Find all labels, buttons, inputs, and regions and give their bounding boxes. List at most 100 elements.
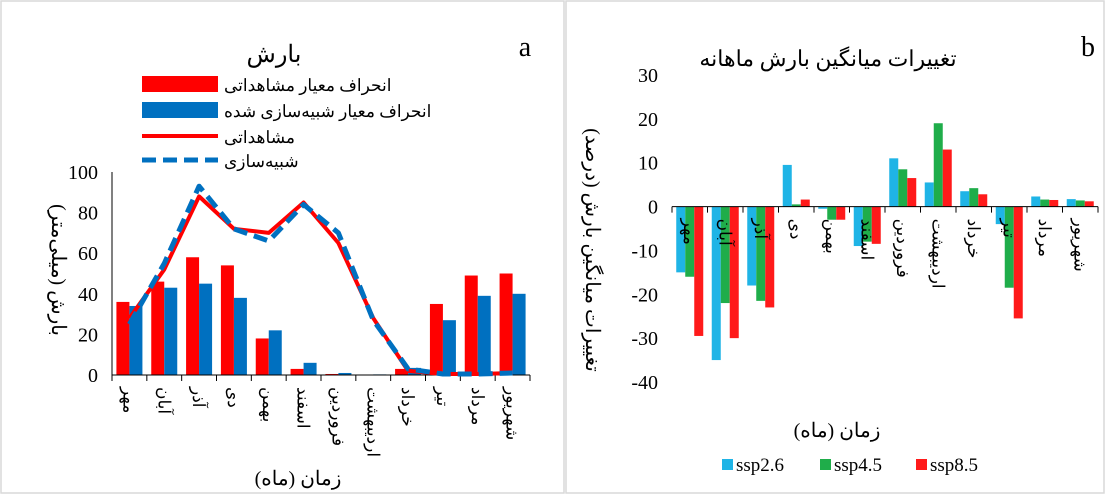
panel-b-bar xyxy=(756,206,766,301)
panel-a-ytick-label: 20 xyxy=(78,324,98,346)
panel-a-bar xyxy=(303,362,317,375)
panel-b-bar xyxy=(1084,201,1094,207)
panel-b-xtick-label: مهر xyxy=(679,218,699,245)
panel-b-ytick-label: -40 xyxy=(631,372,658,394)
panel-b-xtick-label: آذر xyxy=(750,218,772,241)
panel-b-xtick-label: بهمن xyxy=(821,219,841,254)
panel-a-xtick-label: آذر xyxy=(188,386,210,409)
panel-a-letter: a xyxy=(519,32,532,63)
panel-a-bar xyxy=(325,373,339,375)
panel-b-title: تغییرات میانگین بارش ماهانه xyxy=(699,46,956,72)
panel-a-legend-swatch xyxy=(142,76,218,92)
panel-b-bar xyxy=(933,123,943,207)
panel-b-bar xyxy=(1049,199,1059,207)
panel-b-bar xyxy=(818,206,828,209)
panel-b-bar xyxy=(871,206,881,244)
panel-b-bar xyxy=(836,206,846,220)
panel-b-xtick-label: اردیبهشت xyxy=(927,219,947,289)
panel-a-title: بارش xyxy=(247,42,302,68)
panel-b-xlabel: زمان (ماه) xyxy=(794,420,881,442)
panel-b-xtick-label: شهریور xyxy=(1069,218,1089,272)
panel-b-xtick-label: دی xyxy=(786,219,805,240)
panel-a-bar xyxy=(429,303,443,375)
panel-a-xtick-label: فروردین xyxy=(327,387,347,446)
panel-b-bar xyxy=(924,182,934,207)
panel-b-legend-swatch xyxy=(722,459,733,470)
panel-b-bar xyxy=(782,164,792,207)
panel-b-xtick-label: آبان xyxy=(715,219,736,247)
panel-a-legend-label: مشاهداتی xyxy=(224,128,295,147)
panel-b-bar xyxy=(729,206,739,339)
panel-b-bar xyxy=(898,169,908,207)
panel-b-xtick-label: فروردین xyxy=(892,219,912,278)
panel-b-bar xyxy=(765,206,775,308)
panel-a-legend-label: شبیه‌سازی xyxy=(224,152,299,172)
panel-b-legend-label: ssp4.5 xyxy=(834,455,882,476)
panel-b-bar xyxy=(978,194,988,207)
panel-b-bar xyxy=(942,149,952,207)
panel-b-bar xyxy=(720,206,730,304)
panel-a-ylabel: بارش (میلی‌متر) xyxy=(47,204,69,336)
panel-a-legend-swatch xyxy=(142,102,218,118)
panel-b-ytick-label: -20 xyxy=(631,284,658,306)
panel-b-bar xyxy=(862,206,872,242)
panel-b-legend-swatch xyxy=(916,459,927,470)
panel-a-bar xyxy=(442,320,456,375)
panel-a-bar xyxy=(151,281,165,375)
panel-b-bar xyxy=(676,206,686,273)
panel-b: b تغییرات میانگین بارش ماهانه تغییرات می… xyxy=(581,32,1099,476)
panel-b-bar xyxy=(791,204,801,207)
panel-b-bar xyxy=(1004,206,1014,288)
panel-b-bar xyxy=(1031,196,1041,207)
panel-a-ytick-label: 0 xyxy=(88,365,98,387)
panel-a-xlabel: زمان (ماه) xyxy=(255,468,342,490)
panel-a-xtick-label: خرداد xyxy=(397,387,417,427)
panel-a-bar xyxy=(268,330,282,375)
panel-b-bar xyxy=(1075,200,1085,207)
panel-b-bar xyxy=(1066,199,1076,207)
panel-a-bar xyxy=(395,368,409,375)
panel-b-legend-label: ssp2.6 xyxy=(736,455,784,476)
panel-a-legend: انحراف معیار مشاهداتی انحراف معیار شبیه‌س… xyxy=(142,76,431,172)
panel-b-ytick-label: -30 xyxy=(631,328,658,350)
panel-a-bar xyxy=(255,338,269,375)
panel-b-xtick-label: اسفند xyxy=(857,219,876,261)
panel-a-frame xyxy=(0,0,565,494)
panel-b-xtick-label: تیر xyxy=(998,218,1018,239)
panel-b-bar xyxy=(1013,206,1023,319)
panel-a-xtick-label: شهریور xyxy=(502,386,522,440)
panel-b-legend-label: ssp8.5 xyxy=(930,455,978,476)
panel-b-frame xyxy=(565,0,1105,494)
panel-b-bar xyxy=(711,206,721,361)
panel-a-ytick-label: 100 xyxy=(68,162,98,184)
panel-a-xtick-label: اردیبهشت xyxy=(362,387,382,457)
panel-a-xtick-label: بهمن xyxy=(258,387,278,422)
panel-b-bar xyxy=(800,199,810,207)
panel-a-bar xyxy=(512,293,526,375)
panel-a-bar xyxy=(338,372,352,375)
panel-a-bar xyxy=(464,275,478,375)
panel-a-xtick-label: دی xyxy=(224,387,243,408)
panel-a-bar xyxy=(220,265,234,375)
panel-b-ylabel: تغییرات میانگین بارش (درصد) xyxy=(581,128,604,372)
panel-b-bar xyxy=(969,188,979,207)
panel-a-legend-label: انحراف معیار مشاهداتی xyxy=(224,76,391,96)
panel-b-ytick-label: 20 xyxy=(638,109,658,131)
panel-b-legend: ssp2.6 ssp4.5 ssp8.5 xyxy=(722,455,978,476)
panel-b-bar xyxy=(853,206,863,247)
panel-a-xtick-label: مهر xyxy=(118,386,138,413)
panel-b-ytick-label: 30 xyxy=(638,65,658,87)
panel-a-bar xyxy=(477,295,491,375)
panel-b-bar xyxy=(694,206,704,336)
panel-a-legend-label: انحراف معیار شبیه‌سازی شده xyxy=(224,102,431,122)
panel-b-ytick-label: 0 xyxy=(648,197,658,219)
panel-a-bar xyxy=(499,273,513,375)
panel-b-legend-swatch xyxy=(820,459,831,470)
panel-b-bar xyxy=(960,191,970,207)
panel-b-ytick-label: -10 xyxy=(631,240,658,262)
panel-b-bar xyxy=(747,206,757,286)
panel-b-letter: b xyxy=(1081,32,1095,63)
panel-b-plot: -40 -30 -20 -10 0 10 20 30 مهر آبان آذر دی بهمن اسفند… xyxy=(631,65,1099,394)
panel-a-xtick-label: تیر xyxy=(432,386,452,407)
